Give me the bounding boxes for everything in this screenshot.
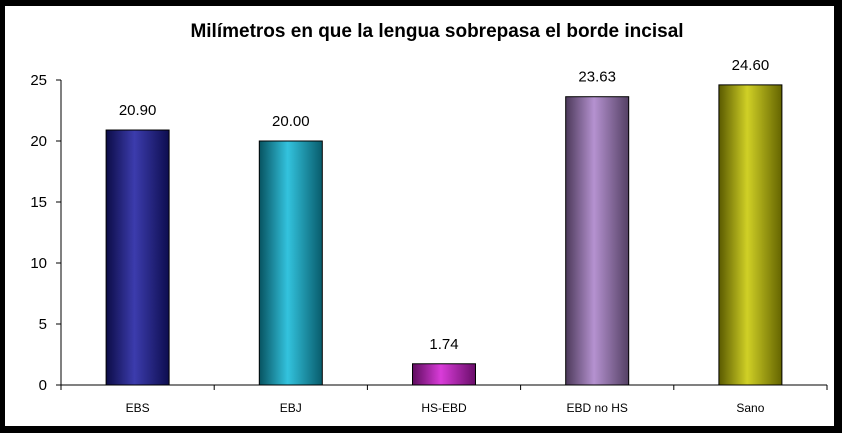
y-tick-label: 10 [30,255,47,272]
bar [258,140,323,386]
y-tick-label: 5 [39,316,47,333]
data-label: 20.90 [119,102,157,119]
x-tick-label: HS-EBD [421,401,467,415]
data-label: 24.60 [732,57,770,74]
y-axis: 0 5 10 15 20 25 [30,72,62,394]
bar [565,96,630,386]
bar [105,129,170,386]
y-tick-label: 25 [30,72,47,89]
x-tick-label: EBS [126,401,150,415]
x-tick-label: Sano [736,401,764,415]
x-axis: EBS EBJ HS-EBD EBD no HS Sano [60,384,828,415]
y-tick-label: 15 [30,194,47,211]
bar [718,84,783,386]
bars: 20.90 20.00 1.74 23.63 24.60 [105,57,783,386]
y-tick-label: 0 [39,377,47,394]
chart-frame: Milímetros en que la lengua sobrepasa el… [5,6,834,426]
chart-title: Milímetros en que la lengua sobrepasa el… [190,21,683,42]
bar-chart: Milímetros en que la lengua sobrepasa el… [30,21,828,415]
x-tick-label: EBJ [280,401,302,415]
data-label: 20.00 [272,113,310,130]
data-label: 1.74 [429,336,458,353]
x-tick-label: EBD no HS [567,401,628,415]
bar [412,363,476,386]
data-label: 23.63 [578,69,616,86]
y-tick-label: 20 [30,133,47,150]
